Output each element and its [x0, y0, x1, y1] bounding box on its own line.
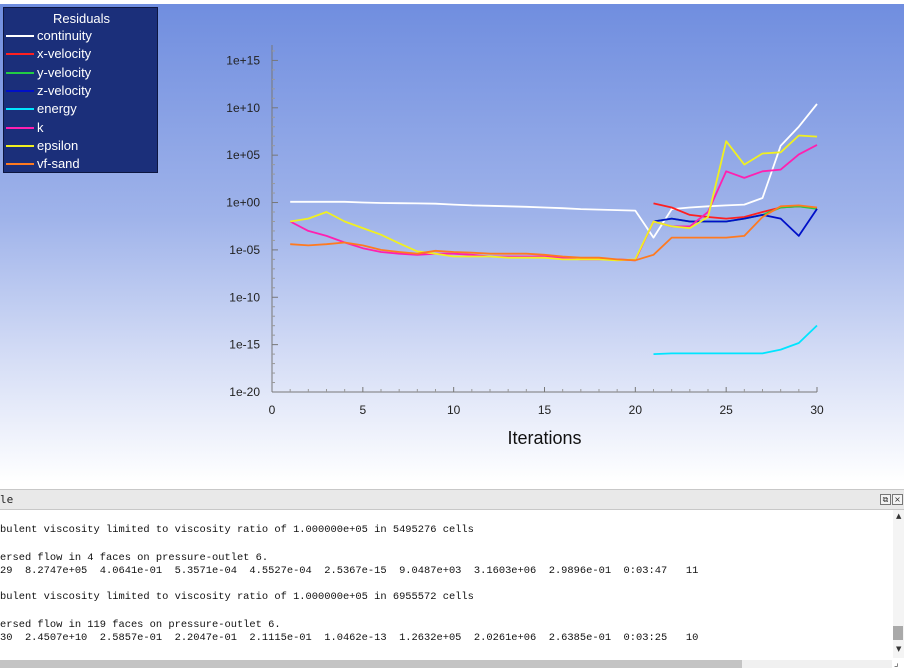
legend-item-energy: energy — [6, 100, 156, 118]
x-tick-label: 30 — [810, 403, 824, 417]
y-tick-label: 1e-20 — [229, 385, 260, 399]
console-line: bulent viscosity limited to viscosity ra… — [0, 524, 474, 536]
legend-item-z-velocity: z-velocity — [6, 82, 156, 100]
console-line: ersed flow in 4 faces on pressure-outlet… — [0, 552, 269, 564]
console-header: le ⧉ × — [0, 489, 904, 510]
y-tick-label: 1e-10 — [229, 290, 260, 304]
residuals-chart: 1e-20 1e-15 1e-10 1e-05 1e+00 1e+05 1e+10 1e+15… — [226, 45, 824, 448]
legend-item-k: k — [6, 119, 156, 137]
residuals-plot-panel: 1e-20 1e-15 1e-10 1e-05 1e+00 1e+05 1e+10 1e+15… — [0, 0, 904, 482]
console-line: bulent viscosity limited to viscosity ra… — [0, 591, 474, 603]
x-tick-label: 0 — [269, 403, 276, 417]
legend-swatch — [6, 89, 34, 92]
resize-grip-icon[interactable]: ⌟ — [894, 658, 899, 669]
legend-swatch — [6, 71, 34, 74]
legend-item-vf-sand: vf-sand — [6, 155, 156, 173]
legend: Residuals continuity x-velocity y-velocity… — [3, 7, 158, 173]
y-tick-label: 1e-05 — [229, 243, 260, 257]
legend-swatch — [6, 35, 34, 37]
close-icon[interactable]: × — [892, 494, 903, 505]
y-tick-label: 1e+15 — [226, 53, 260, 67]
legend-label: energy — [37, 101, 77, 117]
series-line-z-velocity — [653, 208, 818, 237]
scroll-down-arrow-icon[interactable]: ▼ — [896, 645, 902, 653]
y-tick-label: 1e+05 — [226, 148, 260, 162]
y-tick-label: 1e+00 — [226, 196, 260, 210]
legend-swatch — [6, 53, 34, 56]
x-tick-label: 5 — [359, 403, 366, 417]
legend-swatch — [6, 163, 34, 166]
legend-item-continuity: continuity — [6, 27, 156, 45]
legend-title: Residuals — [52, 11, 111, 26]
x-tick-label: 15 — [538, 403, 552, 417]
console-line: ersed flow in 119 faces on pressure-outl… — [0, 619, 281, 631]
scroll-up-arrow-icon[interactable]: ▲ — [896, 512, 902, 520]
legend-label: k — [37, 119, 44, 135]
vertical-scrollbar[interactable] — [893, 510, 904, 658]
legend-swatch — [6, 126, 34, 129]
horizontal-scrollbar-thumb[interactable] — [0, 660, 742, 668]
x-tick-label: 20 — [629, 403, 643, 417]
legend-item-x-velocity: x-velocity — [6, 45, 156, 63]
console-output: bulent viscosity limited to viscosity ra… — [0, 510, 892, 658]
series-line-k — [289, 144, 818, 262]
legend-label: z-velocity — [37, 82, 92, 98]
console-title: le — [0, 493, 14, 506]
x-axis-label: Iterations — [507, 428, 581, 448]
top-border — [0, 0, 904, 4]
legend-item-y-velocity: y-velocity — [6, 64, 156, 82]
console-line: 30 2.4507e+10 2.5857e-01 2.2047e-01 2.11… — [0, 632, 699, 644]
legend-swatch — [6, 108, 34, 111]
legend-item-epsilon: epsilon — [6, 137, 156, 155]
series-line-epsilon — [290, 134, 818, 262]
restore-window-icon[interactable]: ⧉ — [880, 494, 891, 505]
y-tick-label: 1e+10 — [226, 101, 260, 115]
legend-label: y-velocity — [37, 64, 92, 80]
legend-label: x-velocity — [37, 46, 92, 62]
x-tick-label: 25 — [719, 403, 733, 417]
x-tick-label: 10 — [447, 403, 461, 417]
series-line-continuity — [290, 103, 818, 239]
legend-label: vf-sand — [37, 156, 80, 172]
legend-label: continuity — [37, 28, 92, 43]
console-line: 29 8.2747e+05 4.0641e-01 5.3571e-04 4.55… — [0, 565, 699, 577]
legend-label: epsilon — [37, 137, 79, 153]
vertical-scrollbar-thumb[interactable] — [893, 626, 903, 640]
series-line-vf-sand — [290, 204, 818, 262]
legend-swatch — [6, 144, 34, 147]
y-tick-label: 1e-15 — [229, 338, 260, 352]
series-line-energy — [653, 324, 818, 355]
